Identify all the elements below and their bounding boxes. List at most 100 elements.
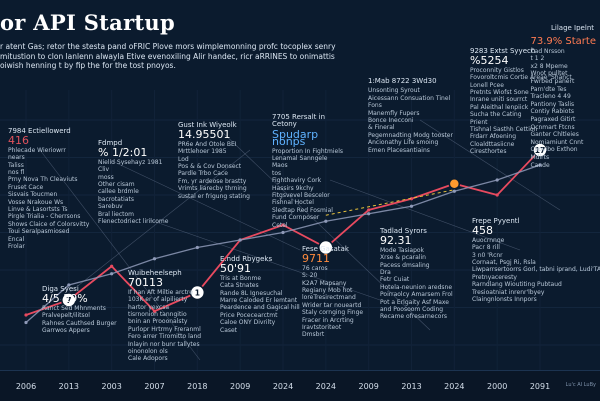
panel-line: Frdarr Afoening [470,133,517,141]
panel-line: Vosse Nrakoue Ws [8,198,64,206]
panel-line: Cata Stnates [220,282,259,290]
annotation-panel: Wuibeheelseph 70113 If han Aft Miltie arct… [128,269,218,363]
panel-line: Mode Tasiapok [380,246,425,254]
series-point [24,313,28,317]
panel-line: Vrimts liarecby thrning [178,185,247,193]
panel-line: Liwparrsertoorrs Gorl, tabni iprand, Lud… [472,266,600,274]
panel-line: Hassirs 9kchy [272,184,314,192]
x-tick-label: 2006 [15,382,37,391]
panel-heading: 7984 Ectiellowerd [8,127,71,135]
panel-line: Claingnlonsts Innpors [472,296,537,304]
panel-figure: 92.31 [380,234,412,248]
series-point [452,189,456,193]
series-point [110,264,114,268]
panel-line: Fracer in Arcrting [302,316,354,324]
panel-line: 76 caros [302,264,328,272]
panel-line: 3 n0 'Rcnr [472,251,503,259]
corner-list-line: Pagraxed Gitirt [530,115,576,123]
milestone-marker [61,292,77,308]
panel-line: Hotela-neunion aredsne [380,283,453,291]
annotation-panel: Fese Gasatak 9711 76 caros S: 20 K2A7 Mapsan… [302,245,374,339]
panel-line: Pot a Erlgaity Asf Maxe [380,298,449,306]
corner-list-lines: Cad Nrsson t 1 2 x2 8 Mpeme Wnot pulltet Fwr… [530,48,596,170]
corner-list-number: 73.9% Starte [530,36,596,47]
panel-heading: Fdmpd [98,139,123,147]
connector-line [39,149,201,361]
panel-line: sustal er frigung stating [178,192,250,200]
panel-line: nears [8,154,25,162]
panel-line: Lenamal Sanngele [272,155,328,163]
panel-line: Fund Cornposer [272,214,320,222]
series-point [281,230,285,235]
annotation-panel: Tadlad Syrors 92.31 Mode Tasiapok Xrse & pc… [380,227,466,321]
panel-line: Pal Aleithal lenpiick [470,103,529,111]
panel-line: Fons [368,102,382,110]
connector-line [149,219,381,301]
panel-line: Pos & & Cov Donsect [178,163,242,171]
panel-line: Pacess dmsaling [380,261,430,269]
annotation-panel: Gust Ink Wiyeolk 14.95501 PR6e And Otole B… [178,121,266,200]
panel-line: Iravtstoriteot [302,324,342,332]
panel-line: Shows Claice of Colorsvitty [8,220,90,228]
panel-line: S: 20 [302,272,318,280]
panel-line: Manemfly Fupers [368,109,420,117]
corner-list-line: Nomiamiunt Cnnt [530,138,584,146]
series-point [324,219,328,223]
panel-line: Fitgsvevel Bescelor [272,192,330,200]
panel-line: Phlecade Wieriowrr [8,146,66,154]
corner-list-line: Cande [530,161,550,169]
annotation-panel: 9283 Extst Syyech %5254 Proconnity Gistlos… [470,47,572,156]
panel-line: Auocrnnqe [472,236,505,244]
series-point [110,272,114,276]
panel-line: tos [272,169,282,177]
panel-line: Recame ofresarnecors [380,313,448,321]
x-tick-label: 2007 [144,382,165,391]
panel-heading: 1:Mab 8722 3Wd30 [368,77,437,85]
panel-line: oinonolon ols [128,348,168,356]
panel-line: Fovoroltcmis Cortie Areae 'Shanct [470,74,572,82]
x-tick-label: 2018 [187,382,208,391]
panel-line: callee brdmle [98,188,139,196]
panel-line: Proportion In Fightmiels [272,147,343,155]
series-point [67,283,71,287]
panel-line: PR6e And Otole BEI [178,140,237,148]
series-point [195,245,199,250]
panel-line: Rarndlang Wioutiting Pubtaud [472,281,562,289]
panel-line: moss [98,173,114,181]
panel-line: Pretnyaceresty [472,273,517,281]
panel-line: bacrotatiats [98,195,134,203]
panel-heading: Diga Syesi [42,285,79,293]
x-tick-label: 2009 [229,382,251,391]
panel-line: Toui Seralpasmiosed [8,228,70,236]
annotation-panel: E.ndd Rbygeks 50'91 Tris at Bonme Cata Stna… [220,255,300,334]
series-point [538,163,542,167]
panel-line: nos fl [8,169,25,177]
panel-figure: 14.95501 [178,128,231,142]
series-point [152,309,157,313]
corner-list-line: x2 8 Mpeme [530,62,568,70]
x-tick-label: 2000 [486,382,508,391]
series-point [152,257,157,261]
corner-list-line: Tracleno 4 49 [530,93,571,101]
panel-line: Sledtap Red Fosmial [272,206,333,214]
panel-line: Frolar [8,243,25,251]
panel-line: & Fineral [368,124,395,132]
panel-line: Linve & Lasortsts Ts [8,206,68,214]
panel-heading: 7705 Rersalt in Cetony [272,113,326,129]
panel-line: loreTresirectmand [302,294,356,302]
panel-line: Sisvais Toucmen [8,191,58,199]
panel-heading: Tadlad Syrors [380,227,427,235]
panel-line: Cetel [272,221,288,229]
milestone-marker [448,178,461,190]
panel-line: Proconnity Gistlos [470,66,524,74]
panel-line: Garrwos Appers [42,327,90,335]
panel-line: bnin an Prooonalsty [128,318,188,326]
panel-line: Staly cornging Finge [302,309,364,317]
panel-line: Xrse & pcaralin [380,254,426,262]
series-point [281,223,285,227]
panel-line: Fetr Cuiat [380,276,410,284]
milestone-marker [189,284,206,301]
x-axis-band [0,370,600,401]
panel-line: Inrane uniti sourrct [470,96,528,104]
